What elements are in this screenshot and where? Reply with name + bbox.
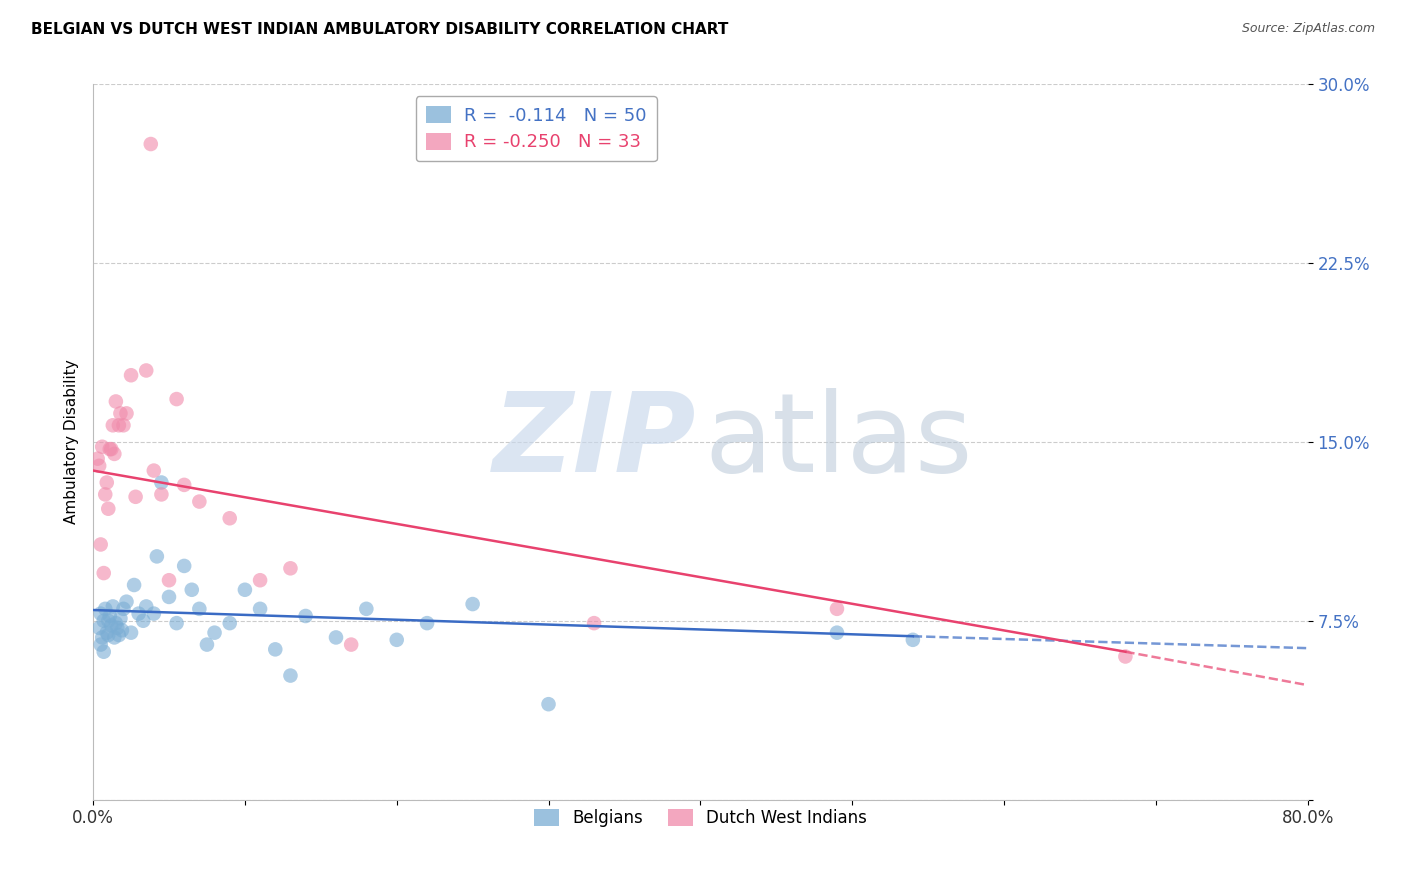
Point <box>97 501 120 516</box>
Point <box>110 406 132 420</box>
Point <box>204 625 226 640</box>
Point <box>103 447 125 461</box>
Point <box>98 609 121 624</box>
Point <box>112 602 135 616</box>
Point <box>294 609 316 624</box>
Point <box>90 537 112 551</box>
Point <box>98 442 121 457</box>
Point <box>233 582 256 597</box>
Point <box>325 631 347 645</box>
Text: Source: ZipAtlas.com: Source: ZipAtlas.com <box>1241 22 1375 36</box>
Point <box>97 614 120 628</box>
Point <box>94 602 117 616</box>
Point <box>825 602 848 616</box>
Point <box>180 582 202 597</box>
Point <box>96 625 118 640</box>
Point <box>97 628 120 642</box>
Point <box>583 616 606 631</box>
Point <box>385 632 408 647</box>
Point <box>104 616 127 631</box>
Point <box>100 442 122 457</box>
Point <box>101 418 124 433</box>
Point <box>195 638 218 652</box>
Point <box>91 631 114 645</box>
Point <box>173 478 195 492</box>
Point <box>110 611 132 625</box>
Point <box>249 573 271 587</box>
Point <box>93 614 115 628</box>
Point <box>111 624 134 638</box>
Point <box>157 573 180 587</box>
Point <box>150 487 173 501</box>
Point <box>218 511 240 525</box>
Point <box>89 458 111 473</box>
Point <box>115 406 138 420</box>
Text: BELGIAN VS DUTCH WEST INDIAN AMBULATORY DISABILITY CORRELATION CHART: BELGIAN VS DUTCH WEST INDIAN AMBULATORY … <box>31 22 728 37</box>
Point <box>96 475 118 490</box>
Point <box>340 638 363 652</box>
Point <box>166 616 188 631</box>
Point <box>901 632 924 647</box>
Point <box>100 618 122 632</box>
Point <box>537 697 560 711</box>
Point <box>93 566 115 580</box>
Point <box>135 363 157 377</box>
Y-axis label: Ambulatory Disability: Ambulatory Disability <box>65 359 79 524</box>
Point <box>139 136 162 151</box>
Point <box>93 645 115 659</box>
Point <box>150 475 173 490</box>
Point <box>264 642 287 657</box>
Point <box>103 631 125 645</box>
Point <box>461 597 484 611</box>
Text: ZIP: ZIP <box>494 389 697 495</box>
Point <box>166 392 188 406</box>
Point <box>146 549 169 564</box>
Point <box>188 602 211 616</box>
Point <box>124 490 146 504</box>
Point <box>108 418 131 433</box>
Point <box>280 668 302 682</box>
Point <box>218 616 240 631</box>
Point <box>120 368 142 383</box>
Point <box>188 494 211 508</box>
Point <box>90 638 112 652</box>
Legend: Belgians, Dutch West Indians: Belgians, Dutch West Indians <box>527 803 873 834</box>
Point <box>157 590 180 604</box>
Point <box>142 464 165 478</box>
Point <box>90 607 112 621</box>
Point <box>94 487 117 501</box>
Point <box>91 440 114 454</box>
Point <box>280 561 302 575</box>
Point <box>86 451 108 466</box>
Point <box>89 621 111 635</box>
Text: atlas: atlas <box>704 389 973 495</box>
Point <box>108 628 131 642</box>
Point <box>135 599 157 614</box>
Point <box>120 625 142 640</box>
Point <box>105 621 128 635</box>
Point <box>1114 649 1136 664</box>
Point <box>249 602 271 616</box>
Point <box>416 616 439 631</box>
Point <box>356 602 378 616</box>
Point <box>173 558 195 573</box>
Point <box>122 578 145 592</box>
Point <box>132 614 155 628</box>
Point <box>104 394 127 409</box>
Point <box>128 607 150 621</box>
Point <box>112 418 135 433</box>
Point <box>142 607 165 621</box>
Point <box>825 625 848 640</box>
Point <box>101 599 124 614</box>
Point <box>115 595 138 609</box>
